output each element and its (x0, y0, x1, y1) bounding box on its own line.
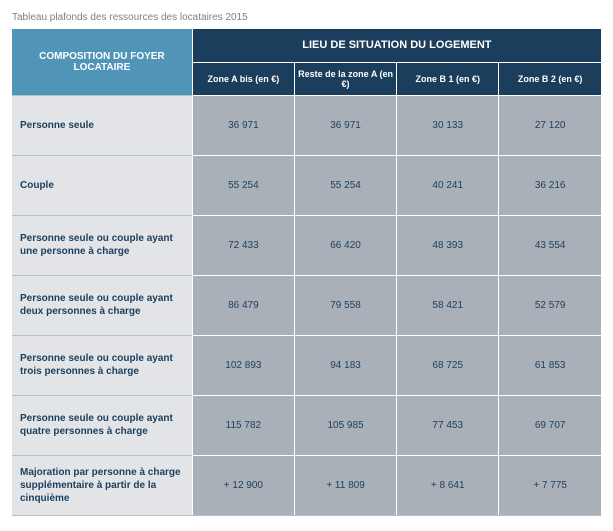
cell-value: 102 893 (192, 335, 294, 395)
cell-value: 58 421 (397, 275, 499, 335)
cell-value: 36 971 (192, 95, 294, 155)
cell-value: 115 782 (192, 395, 294, 455)
cell-value: 48 393 (397, 215, 499, 275)
cell-value: 86 479 (192, 275, 294, 335)
table-row: Personne seule 36 971 36 971 30 133 27 1… (12, 95, 601, 155)
cell-value: 72 433 (192, 215, 294, 275)
cell-value: 36 971 (294, 95, 396, 155)
table-row: Personne seule ou couple ayant trois per… (12, 335, 601, 395)
header-zone-a-bis: Zone A bis (en €) (192, 62, 294, 95)
cell-value: + 8 641 (397, 455, 499, 515)
cell-value: 27 120 (499, 95, 601, 155)
cell-value: + 7 775 (499, 455, 601, 515)
cell-value: 105 985 (294, 395, 396, 455)
row-label: Couple (12, 155, 192, 215)
header-composition: COMPOSITION DU FOYER LOCATAIRE (12, 29, 192, 95)
row-label: Personne seule ou couple ayant quatre pe… (12, 395, 192, 455)
cell-value: 40 241 (397, 155, 499, 215)
cell-value: 94 183 (294, 335, 396, 395)
cell-value: 43 554 (499, 215, 601, 275)
header-zone-b1: Zone B 1 (en €) (397, 62, 499, 95)
table-row: Couple 55 254 55 254 40 241 36 216 (12, 155, 601, 215)
cell-value: + 11 809 (294, 455, 396, 515)
table-row: Personne seule ou couple ayant une perso… (12, 215, 601, 275)
header-location: LIEU DE SITUATION DU LOGEMENT (192, 29, 601, 62)
header-zone-a-rest: Reste de la zone A (en €) (294, 62, 396, 95)
table-body: Personne seule 36 971 36 971 30 133 27 1… (12, 95, 601, 515)
header-zone-b2: Zone B 2 (en €) (499, 62, 601, 95)
cell-value: 66 420 (294, 215, 396, 275)
table-row: Personne seule ou couple ayant deux pers… (12, 275, 601, 335)
cell-value: 55 254 (294, 155, 396, 215)
table-row: Majoration par personne à charge supplém… (12, 455, 601, 515)
resource-ceiling-table: COMPOSITION DU FOYER LOCATAIRE LIEU DE S… (12, 29, 601, 516)
row-label: Majoration par personne à charge supplém… (12, 455, 192, 515)
cell-value: 68 725 (397, 335, 499, 395)
table-row: Personne seule ou couple ayant quatre pe… (12, 395, 601, 455)
row-label: Personne seule ou couple ayant deux pers… (12, 275, 192, 335)
cell-value: 52 579 (499, 275, 601, 335)
row-label: Personne seule ou couple ayant trois per… (12, 335, 192, 395)
row-label: Personne seule ou couple ayant une perso… (12, 215, 192, 275)
cell-value: 69 707 (499, 395, 601, 455)
row-label: Personne seule (12, 95, 192, 155)
cell-value: 55 254 (192, 155, 294, 215)
cell-value: 79 558 (294, 275, 396, 335)
cell-value: 77 453 (397, 395, 499, 455)
cell-value: 36 216 (499, 155, 601, 215)
cell-value: 61 853 (499, 335, 601, 395)
cell-value: + 12 900 (192, 455, 294, 515)
table-caption: Tableau plafonds des ressources des loca… (12, 12, 601, 23)
cell-value: 30 133 (397, 95, 499, 155)
